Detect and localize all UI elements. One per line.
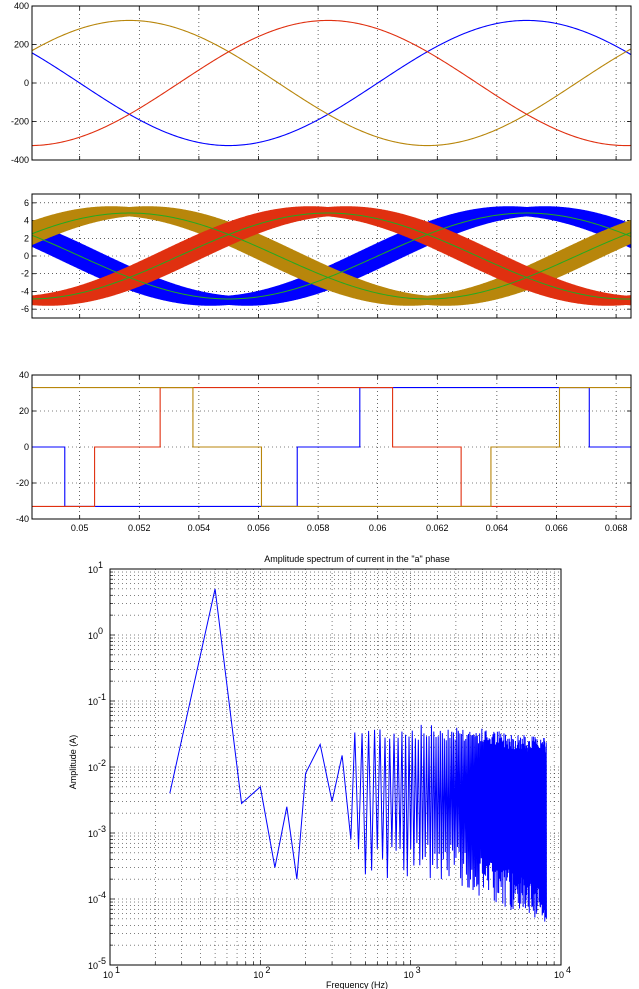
y-tick-label: 200: [14, 40, 29, 50]
y-tick-label: 10: [88, 631, 98, 641]
y-tick-label: 10: [88, 697, 98, 707]
y-tick-label: 10: [88, 565, 98, 575]
y-tick-label: -4: [21, 286, 29, 296]
current-average-line: [32, 212, 631, 300]
spectrum-line: [169, 588, 547, 922]
y-tick-label: 2: [24, 233, 29, 243]
x-tick-label: 0.06: [369, 523, 387, 533]
spectrum-xlabel: Frequency (Hz): [326, 980, 388, 989]
switching-voltage-panel: 0.05 0.052 0.054 0.056 0.058 0.06 0.062 0.064 0.…: [16, 370, 632, 533]
y-tick-label: 10: [88, 763, 98, 773]
series-group: [32, 387, 631, 507]
switching-line: [32, 387, 631, 507]
y-tick-label: -2: [21, 269, 29, 279]
axes-frame: [109, 568, 562, 966]
series-group: [32, 19, 631, 147]
x-tick-label: 0.05: [71, 523, 89, 533]
y-tick-label: 40: [19, 370, 29, 380]
y-tick-label: 6: [24, 198, 29, 208]
y-tick-exponent: -3: [98, 824, 106, 834]
x-tick-label: 0.064: [486, 523, 509, 533]
spectrum-title: Amplitude spectrum of current in the "a"…: [264, 554, 449, 564]
x-tick-label: 10: [103, 970, 113, 980]
y-tick-label: 10: [88, 895, 98, 905]
y-tick-exponent: -1: [98, 692, 106, 702]
y-tick-exponent: -4: [98, 890, 106, 900]
y-tick-exponent: -2: [98, 758, 106, 768]
spectrum-panel: 10 1 10 2 10 3 10 410 110 010 -110 -210 -310 -410 -5: [88, 560, 571, 980]
axes-frame: [31, 193, 632, 319]
y-tick-label: 4: [24, 216, 29, 226]
x-tick-label: 0.058: [307, 523, 330, 533]
x-tick-label: 0.062: [426, 523, 449, 533]
y-tick-label: 10: [88, 961, 98, 971]
y-tick-label: 0: [24, 251, 29, 261]
voltage-line: [32, 19, 631, 147]
y-tick-label: 0: [24, 78, 29, 88]
axes-frame: [31, 5, 632, 161]
switching-line: [32, 387, 631, 507]
spectrum-ylabel: Amplitude (A): [68, 735, 78, 790]
y-tick-label: -400: [11, 155, 29, 165]
y-tick-exponent: -5: [98, 956, 106, 966]
x-tick-label: 0.054: [188, 523, 211, 533]
y-tick-label: -40: [16, 514, 29, 524]
x-tick-exponent: 2: [265, 965, 270, 975]
y-tick-label: 0: [24, 442, 29, 452]
x-tick-label: 0.056: [247, 523, 270, 533]
y-tick-label: 20: [19, 406, 29, 416]
current-average-line: [32, 212, 631, 300]
x-tick-label: 0.066: [545, 523, 568, 533]
y-tick-label: -20: [16, 478, 29, 488]
plot-area: [32, 6, 631, 160]
y-tick-label: -6: [21, 304, 29, 314]
voltage-line: [32, 19, 631, 147]
y-tick-exponent: 1: [98, 560, 103, 570]
x-tick-label: 10: [404, 970, 414, 980]
current-panel: 6 4 2 0 -2 -4 -6: [21, 193, 632, 319]
voltage-panel: 400 200 0 -200 -400: [11, 1, 632, 165]
x-tick-label: 0.052: [128, 523, 151, 533]
axes-frame: [31, 374, 632, 520]
x-tick-exponent: 3: [416, 965, 421, 975]
current-average-line: [32, 212, 631, 300]
series-group: [32, 206, 631, 306]
y-tick-label: 400: [14, 1, 29, 11]
switching-line: [32, 387, 631, 507]
x-tick-label: 10: [253, 970, 263, 980]
x-tick-label: 10: [554, 970, 564, 980]
voltage-line: [32, 19, 631, 147]
x-tick-exponent: 1: [115, 965, 120, 975]
x-tick-label: 0.068: [605, 523, 628, 533]
y-tick-label: 10: [88, 829, 98, 839]
y-tick-exponent: 0: [98, 626, 103, 636]
y-tick-label: -200: [11, 117, 29, 127]
x-tick-exponent: 4: [566, 965, 571, 975]
